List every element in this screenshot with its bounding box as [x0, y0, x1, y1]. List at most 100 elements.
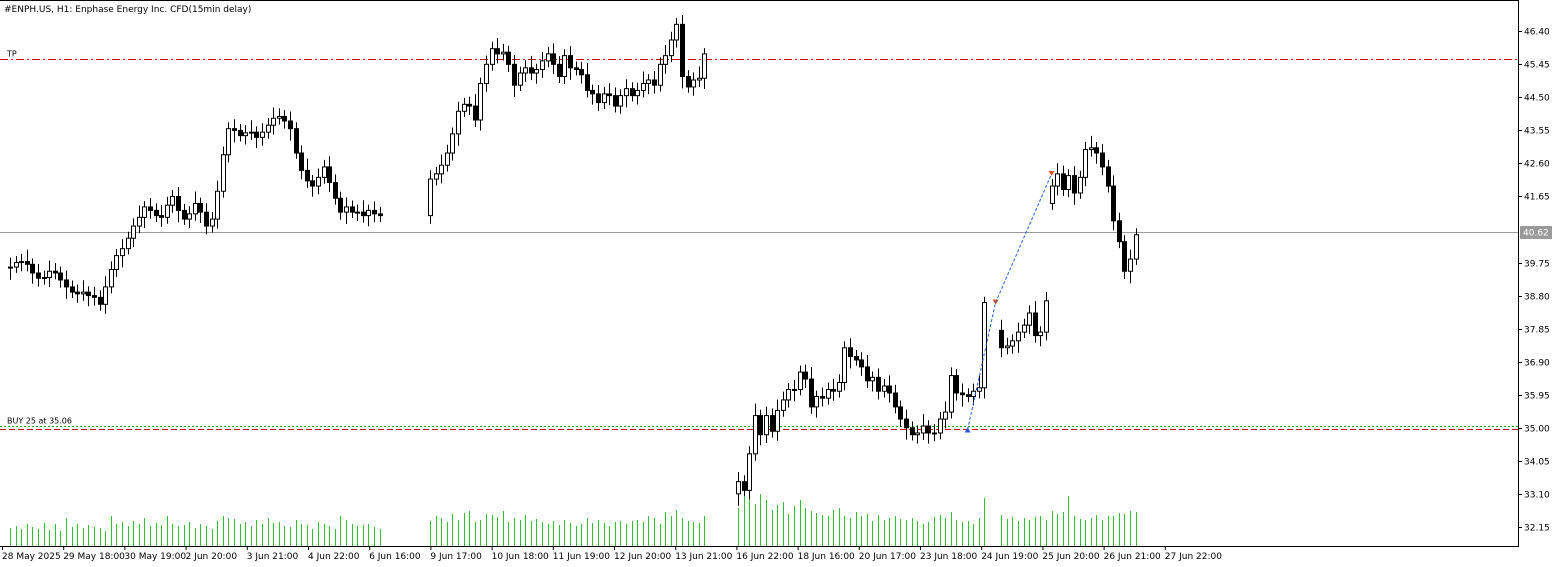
candle-body-up: [1016, 331, 1021, 342]
candle: [1005, 337, 1010, 355]
candle-body-up: [142, 206, 147, 218]
candle-body-down: [568, 55, 573, 69]
candle-body-up: [781, 399, 786, 411]
candle: [434, 166, 439, 186]
candle: [350, 200, 355, 218]
candle-body-up: [266, 124, 271, 133]
candle: [58, 266, 63, 288]
candle-body-down: [506, 51, 511, 65]
candle-body-up: [932, 432, 937, 435]
candle: [271, 107, 276, 135]
candle: [198, 197, 203, 223]
candle-body-down: [590, 89, 595, 95]
candle: [982, 296, 987, 399]
candle: [579, 61, 584, 84]
level-label-0: TP: [6, 50, 17, 59]
candle-body-down: [809, 378, 814, 408]
candle: [837, 374, 842, 398]
candle-body-down: [557, 63, 562, 78]
candle: [848, 338, 853, 369]
candle: [98, 290, 103, 311]
candle: [193, 191, 198, 221]
candle-body-up: [943, 411, 948, 420]
candle-body-down: [338, 197, 343, 213]
x-tick-label: 16 Jun 22:00: [736, 552, 793, 562]
candle-body-up: [277, 116, 282, 119]
candle: [450, 127, 455, 161]
candle-body-down: [294, 128, 299, 154]
candle-body-down: [327, 166, 332, 184]
candle: [70, 280, 75, 298]
candle-body-up: [1134, 234, 1139, 260]
candle-body-up: [8, 266, 13, 269]
candle-body-up: [120, 248, 125, 257]
y-tick-label: 32.15: [1524, 524, 1550, 534]
candle-body-up: [215, 190, 220, 220]
candle-body-down: [36, 272, 41, 279]
y-tick-label: 43.55: [1524, 127, 1550, 137]
candle-body-up: [949, 375, 954, 413]
candle: [1128, 249, 1133, 284]
candle-body-up: [114, 255, 119, 271]
candle: [215, 180, 220, 229]
candle-body-up: [103, 286, 108, 305]
candle: [254, 126, 259, 149]
candle-body-down: [372, 209, 377, 215]
candle-body-down: [350, 206, 355, 213]
candle: [747, 446, 752, 500]
candle: [775, 399, 780, 441]
candle-body-up: [14, 262, 19, 268]
sell-arrow-icon: [1048, 170, 1055, 176]
y-tick-label: 39.75: [1524, 260, 1550, 270]
candle-body-up: [19, 261, 24, 264]
candle: [893, 384, 898, 414]
candle-body-down: [1100, 152, 1105, 168]
x-tick-label: 4 Jun 22:00: [308, 552, 360, 562]
candle-body-up: [1038, 331, 1043, 337]
candle-body-down: [75, 291, 80, 295]
candle: [344, 197, 349, 225]
candle-body-down: [232, 128, 237, 131]
candle: [999, 319, 1004, 358]
candle: [484, 55, 489, 92]
candle-body-down: [848, 347, 853, 357]
candle: [842, 341, 847, 391]
candle: [490, 41, 495, 71]
candle-body-up: [1044, 300, 1049, 333]
candle: [1106, 159, 1111, 193]
candle: [36, 264, 41, 287]
candle: [702, 48, 707, 89]
candle: [305, 158, 310, 188]
candle: [182, 203, 187, 225]
candle-body-up: [786, 389, 791, 401]
candle: [663, 44, 668, 74]
candle-body-up: [764, 415, 769, 436]
candle-body-down: [86, 291, 91, 297]
candle-body-down: [58, 272, 63, 281]
candle: [445, 144, 450, 172]
candle-body-up: [691, 79, 696, 88]
candle: [1010, 334, 1015, 354]
x-tick-label: 11 Jun 19:00: [553, 552, 610, 562]
candle: [232, 119, 237, 143]
candle: [1078, 170, 1083, 199]
y-tick-label: 41.65: [1524, 193, 1550, 203]
candle: [221, 146, 226, 198]
candle-body-up: [1005, 345, 1010, 349]
candle: [114, 249, 119, 278]
candle-body-down: [288, 120, 293, 130]
candle-body-up: [1083, 149, 1088, 178]
candle-body-down: [1117, 220, 1122, 243]
candle: [103, 276, 108, 314]
chart-title: #ENPH.US, H1: Enphase Energy Inc. CFD(15…: [4, 5, 251, 15]
candle: [658, 57, 663, 92]
candle-body-up: [736, 481, 741, 495]
candle: [910, 421, 915, 441]
candle-body-down: [1061, 173, 1066, 191]
price-levels: TP BUY 25 at 35.06: [0, 50, 1518, 430]
candle-body-up: [1089, 147, 1094, 151]
candle: [926, 420, 931, 444]
y-tick-label: 36.90: [1524, 359, 1550, 369]
candle: [333, 174, 338, 205]
